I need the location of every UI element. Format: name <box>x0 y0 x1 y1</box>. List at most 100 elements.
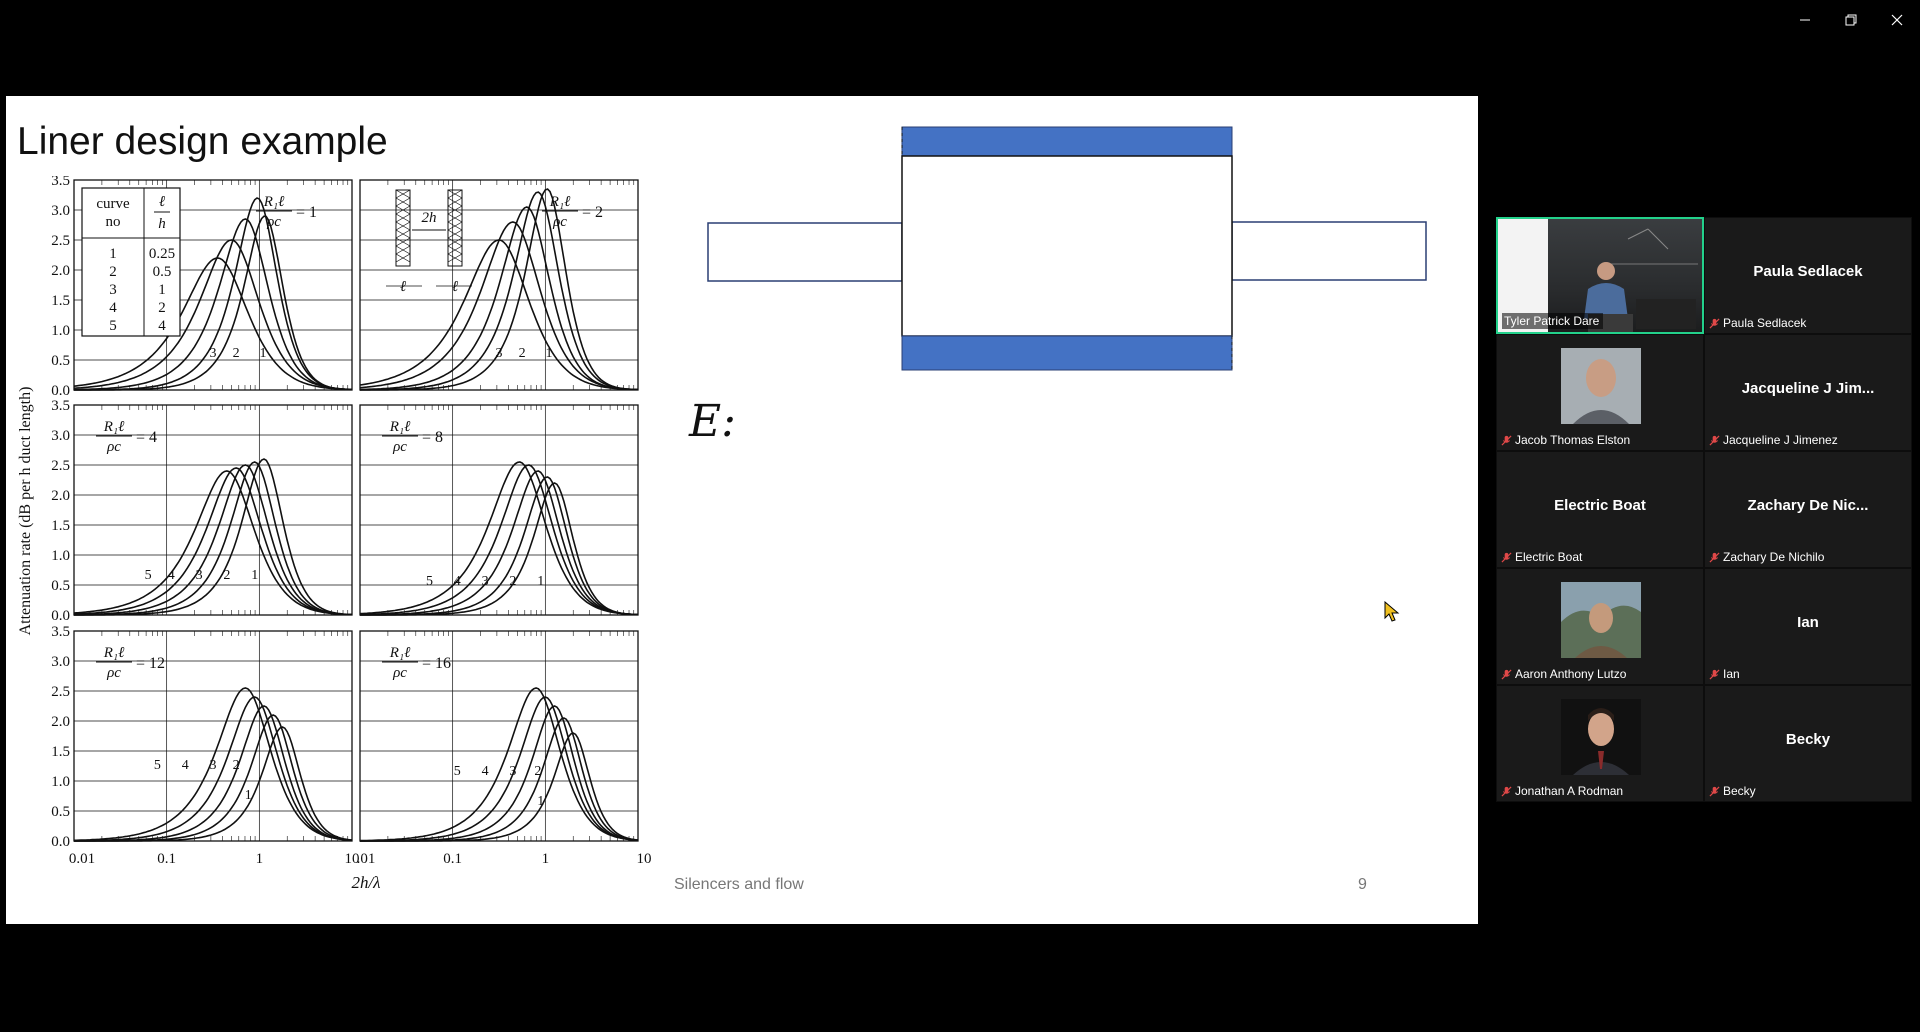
participant-tile[interactable]: Ian Ian <box>1704 568 1912 685</box>
attenuation-curve <box>359 221 638 391</box>
bottom-liner <box>901 335 1233 371</box>
param-label-numerator: R₁ℓ <box>103 645 125 661</box>
slide-title: Liner design example <box>17 120 388 163</box>
muted-mic-icon <box>1709 668 1720 680</box>
participant-name: Zachary De Nichilo <box>1723 550 1825 564</box>
participant-tile[interactable]: Jacob Thomas Elston <box>1496 334 1704 451</box>
y-tick-label: 3.5 <box>51 398 70 414</box>
plot-frame <box>359 404 639 616</box>
table-header-ratio-top: ℓ <box>159 194 165 210</box>
table-curve-number: 4 <box>109 300 117 316</box>
param-label-numerator: R₁ℓ <box>389 645 411 661</box>
table-curve-number: 3 <box>109 282 117 298</box>
attenuation-curve <box>360 470 639 616</box>
plot-frame <box>359 630 639 842</box>
participant-tile[interactable]: Aaron Anthony Lutzo <box>1496 568 1704 685</box>
participant-tile[interactable]: Paula Sedlacek Paula Sedlacek <box>1704 217 1912 334</box>
table-ratio-value: 0.25 <box>149 246 175 262</box>
participant-tile[interactable]: Jonathan A Rodman <box>1496 685 1704 802</box>
param-value: = 4 <box>136 429 157 446</box>
participant-tile[interactable]: Electric Boat Electric Boat <box>1496 451 1704 568</box>
participant-name: Ian <box>1723 667 1740 681</box>
participant-tile[interactable]: Jacqueline J Jim... Jacqueline J Jimenez <box>1704 334 1912 451</box>
participant-tile[interactable]: Zachary De Nic... Zachary De Nichilo <box>1704 451 1912 568</box>
mouse-cursor-icon <box>1384 601 1400 622</box>
param-label-denominator: ρc <box>266 214 281 230</box>
muted-mic-icon <box>1709 785 1720 797</box>
curve-label: 3 <box>509 764 516 779</box>
y-axis-label: Attenuation rate (dB per h duct length) <box>17 387 34 636</box>
curve-label: 5 <box>454 764 461 779</box>
muted-mic-icon <box>1501 668 1512 680</box>
curve-label: 1 <box>546 346 553 361</box>
param-value: = 2 <box>582 204 603 221</box>
curve-label: 3 <box>210 346 217 361</box>
participant-name: Jacqueline J Jimenez <box>1723 433 1838 447</box>
participant-name-label: Zachary De Nichilo <box>1709 550 1824 564</box>
attenuation-curve <box>360 696 639 842</box>
participant-name: Jonathan A Rodman <box>1515 784 1624 798</box>
curve-label: 1 <box>251 568 258 583</box>
param-label-denominator: ρc <box>552 214 567 230</box>
y-tick-label: 2.0 <box>51 488 70 504</box>
y-tick-label: 1.0 <box>51 323 70 339</box>
attenuation-curve <box>73 470 353 616</box>
param-value: = 12 <box>136 655 165 672</box>
participant-display-name: Becky <box>1785 731 1831 748</box>
y-tick-label: 1.5 <box>51 518 70 534</box>
attenuation-curve <box>359 206 639 391</box>
participant-name-label: Becky <box>1709 784 1756 798</box>
restore-button[interactable] <box>1828 0 1874 40</box>
x-tick-label: 10 <box>345 851 360 867</box>
table-ratio-value: 1 <box>158 282 166 298</box>
participant-gallery: Tyler Patrick Dare Paula Sedlacek Paula … <box>1496 217 1912 803</box>
attenuation-curve <box>73 257 353 391</box>
y-tick-label: 0.5 <box>51 804 70 820</box>
participant-name: Paula Sedlacek <box>1723 316 1807 330</box>
attenuation-curve <box>74 726 353 842</box>
y-tick-label: 2.5 <box>51 458 70 474</box>
table-ratio-value: 2 <box>158 300 166 316</box>
hatch <box>395 213 411 223</box>
top-liner <box>901 126 1233 157</box>
curve-label: 1 <box>537 574 544 589</box>
attenuation-curve <box>360 188 639 391</box>
close-button[interactable] <box>1874 0 1920 40</box>
attenuation-curve <box>74 458 353 616</box>
x-tick-label: 10 <box>637 851 652 867</box>
inset-dimension-label: 2h <box>422 210 437 226</box>
participant-tile[interactable]: Tyler Patrick Dare <box>1496 217 1704 334</box>
curve-label: 1 <box>260 346 267 361</box>
inlet-duct <box>707 222 903 282</box>
minimize-button[interactable] <box>1782 0 1828 40</box>
hatch <box>447 245 463 255</box>
curve-label: 4 <box>454 574 461 589</box>
plot-frame <box>73 404 353 616</box>
hatch <box>447 253 463 263</box>
participant-display-name: Ian <box>1797 614 1819 631</box>
curve-label: 2 <box>223 568 230 583</box>
y-tick-label: 3.5 <box>51 176 70 189</box>
attenuation-curve <box>74 215 353 391</box>
y-tick-label: 0.0 <box>51 608 70 624</box>
attenuation-curve <box>73 467 352 616</box>
avatar <box>1561 582 1641 658</box>
muted-mic-icon <box>1501 785 1512 797</box>
param-label-numerator: R₁ℓ <box>389 419 411 435</box>
participant-tile[interactable]: Becky Becky <box>1704 685 1912 802</box>
attenuation-curve <box>74 696 353 842</box>
slide-footer: Silencers and flow <box>674 876 804 893</box>
attenuation-curve <box>360 476 639 616</box>
participant-name-label: Jacob Thomas Elston <box>1501 433 1630 447</box>
y-tick-label: 0.0 <box>51 834 70 850</box>
participant-display-name: Electric Boat <box>1554 497 1646 514</box>
muted-mic-icon <box>1709 551 1720 563</box>
participant-display-name: Paula Sedlacek <box>1753 263 1863 280</box>
y-tick-label: 2.5 <box>51 684 70 700</box>
table-curve-number: 2 <box>109 264 117 280</box>
handwritten-note: E: <box>689 396 736 447</box>
hatch <box>447 213 463 223</box>
hatch <box>447 197 463 207</box>
legend-table <box>81 187 181 337</box>
